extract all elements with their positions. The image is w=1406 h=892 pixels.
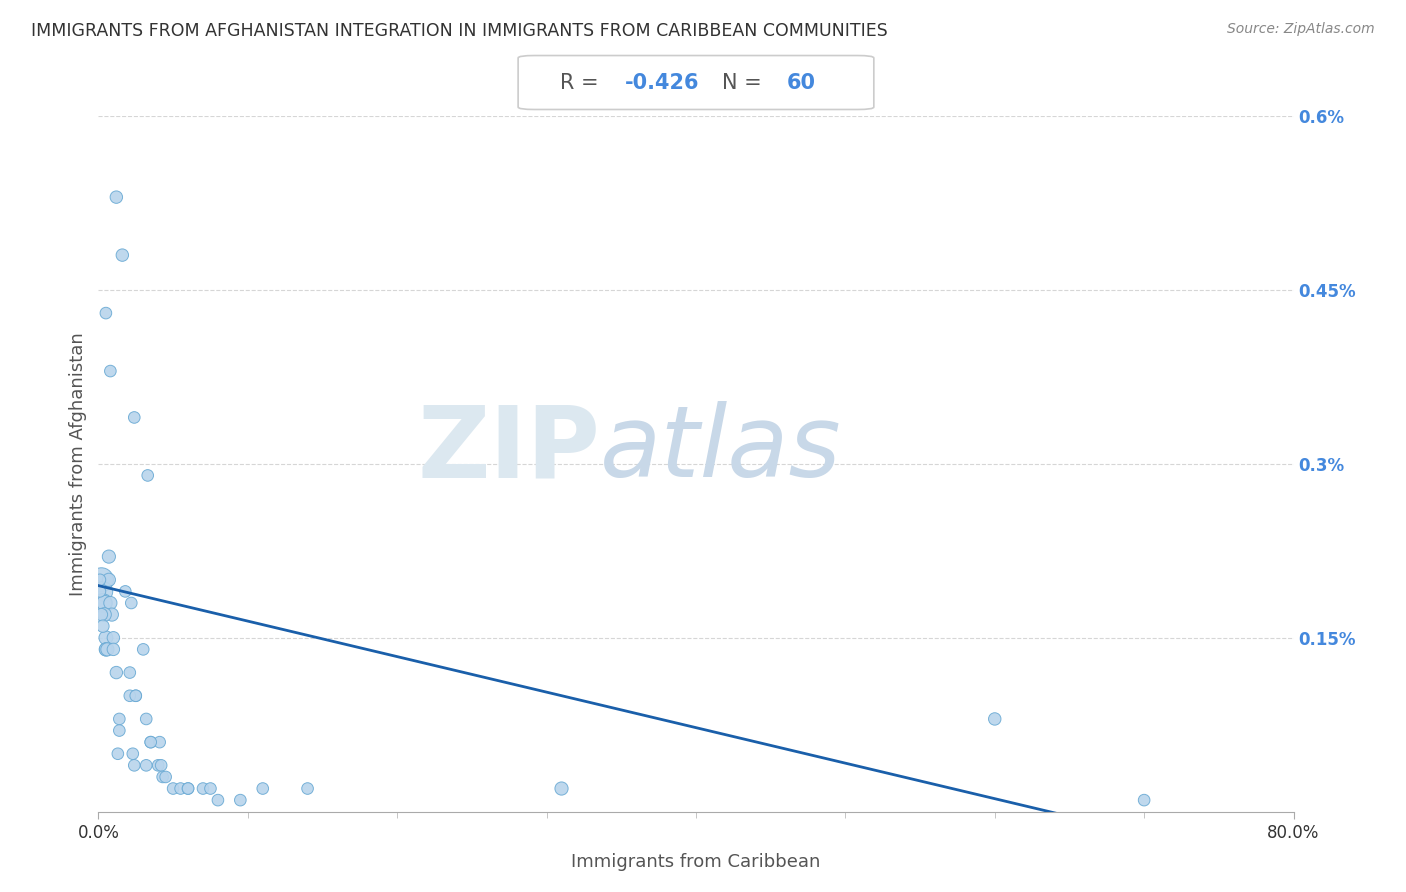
Point [191, 781, 214, 796]
Text: ZIP: ZIP [418, 401, 600, 499]
Point [297, 781, 319, 796]
Point [105, 665, 128, 680]
Point [93, 596, 115, 610]
Point [105, 190, 128, 204]
Point [96, 642, 118, 657]
Point [91, 596, 114, 610]
Point [90, 573, 112, 587]
Point [94, 306, 117, 320]
Point [136, 468, 159, 483]
Point [124, 410, 146, 425]
Text: atlas: atlas [600, 401, 842, 499]
Point [200, 781, 222, 796]
Point [91, 619, 114, 633]
Point [98, 596, 122, 610]
Text: Source: ZipAtlas.com: Source: ZipAtlas.com [1227, 22, 1375, 37]
Point [125, 689, 148, 703]
Point [125, 689, 148, 703]
Point [103, 631, 125, 645]
X-axis label: Immigrants from Caribbean: Immigrants from Caribbean [571, 853, 821, 871]
Point [550, 781, 572, 796]
Point [150, 758, 173, 772]
Point [107, 747, 129, 761]
Point [229, 793, 252, 807]
Y-axis label: Immigrants from Afghanistan: Immigrants from Afghanistan [69, 332, 87, 596]
Point [152, 770, 174, 784]
Point [94, 642, 117, 657]
Point [207, 793, 229, 807]
Point [97, 573, 120, 587]
Point [148, 758, 170, 772]
Point [162, 781, 184, 796]
Point [132, 642, 155, 657]
Text: IMMIGRANTS FROM AFGHANISTAN INTEGRATION IN IMMIGRANTS FROM CARIBBEAN COMMUNITIES: IMMIGRANTS FROM AFGHANISTAN INTEGRATION … [31, 22, 887, 40]
Point [111, 248, 134, 262]
Point [118, 689, 141, 703]
Point [155, 770, 177, 784]
Point [135, 712, 157, 726]
Point [108, 723, 131, 738]
Text: -0.426: -0.426 [624, 72, 699, 93]
Point [135, 758, 157, 772]
Point [169, 781, 191, 796]
Point [93, 607, 115, 622]
Point [94, 642, 117, 657]
Point [177, 781, 200, 796]
Point [124, 758, 146, 772]
Text: N =: N = [721, 72, 768, 93]
Point [121, 747, 143, 761]
Point [91, 584, 114, 599]
Point [984, 712, 1007, 726]
Point [89, 573, 111, 587]
Point [252, 781, 274, 796]
Point [97, 549, 120, 564]
Point [108, 712, 131, 726]
Point [94, 631, 117, 645]
Point [114, 584, 136, 599]
Point [139, 735, 162, 749]
Text: R =: R = [560, 72, 606, 93]
Point [1133, 793, 1156, 807]
Point [120, 596, 142, 610]
FancyBboxPatch shape [517, 55, 873, 110]
Point [90, 607, 112, 622]
Point [101, 607, 124, 622]
Point [139, 735, 162, 749]
Text: 60: 60 [786, 72, 815, 93]
Point [118, 665, 141, 680]
Point [103, 642, 125, 657]
Point [89, 584, 111, 599]
Point [98, 364, 122, 378]
Point [149, 735, 172, 749]
Point [177, 781, 200, 796]
